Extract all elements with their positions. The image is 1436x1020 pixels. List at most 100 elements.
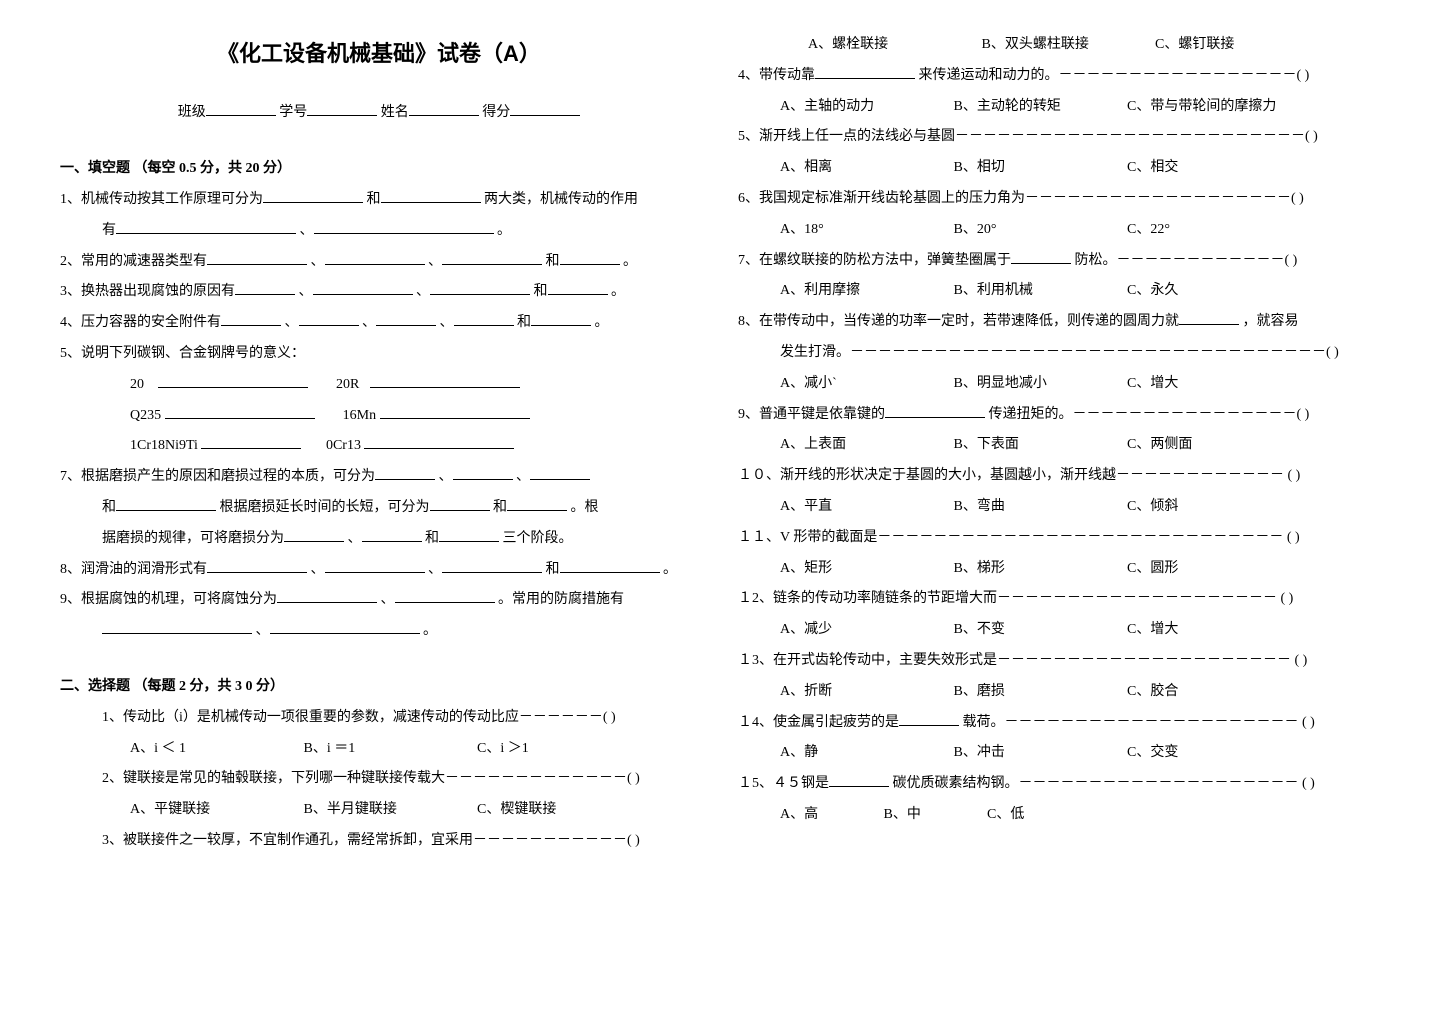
opt-b: B、磨损 bbox=[954, 677, 1124, 708]
blank bbox=[362, 528, 422, 542]
fill-q3: 3、换热器出现腐蚀的原因有 、 、 和 。 bbox=[60, 277, 698, 308]
opt-a: A、相离 bbox=[780, 153, 950, 184]
q2-end: 。 bbox=[623, 254, 637, 269]
q5-row1: 20 20R bbox=[130, 370, 698, 401]
q7-tail: 防松。－－－－－－－－－－－－( ) bbox=[1075, 253, 1298, 268]
opt-a: A、减小` bbox=[780, 369, 950, 400]
q7-h: 据磨损的规律，可将磨损分为 bbox=[102, 531, 284, 546]
steel-20r: 20R bbox=[336, 377, 359, 392]
q4-end: 。 bbox=[595, 315, 609, 330]
q2-and: 和 bbox=[546, 254, 560, 269]
opt-c: C、低 bbox=[987, 800, 1087, 831]
opt-b: B、主动轮的转矩 bbox=[954, 92, 1124, 123]
q8-stem: 8、在带传动中，当传递的功率一定时，若带速降低，则传递的圆周力就 bbox=[738, 314, 1179, 329]
opt-b: B、半月键联接 bbox=[304, 795, 474, 826]
blank bbox=[531, 312, 591, 326]
blank bbox=[235, 281, 295, 295]
blank bbox=[899, 712, 959, 726]
blank bbox=[207, 251, 307, 265]
mc-q12: １2、链条的传动功率随链条的节距增大而－－－－－－－－－－－－－－－－－－－－ … bbox=[738, 584, 1376, 615]
steel-20: 20 bbox=[130, 377, 144, 392]
steel-16mn: 16Mn bbox=[343, 408, 376, 423]
mc-q4: 4、带传动靠 来传递运动和动力的。－－－－－－－－－－－－－－－－－( ) bbox=[738, 61, 1376, 92]
mc-q6-opts: A、18° B、20° C、22° bbox=[780, 215, 1376, 246]
mc-q9-opts: A、上表面 B、下表面 C、两侧面 bbox=[780, 430, 1376, 461]
blank bbox=[1179, 311, 1239, 325]
blank bbox=[507, 497, 567, 511]
fill-q7: 7、根据磨损产生的原因和磨损过程的本质，可分为 、 、 bbox=[60, 462, 698, 493]
q1-text-a: 1、机械传动按其工作原理可分为 bbox=[60, 192, 263, 207]
opt-c: C、螺钉联接 bbox=[1155, 30, 1325, 61]
q4-and: 和 bbox=[517, 315, 531, 330]
opt-c: C、相交 bbox=[1127, 153, 1297, 184]
q9-tail: 传递扭矩的。－－－－－－－－－－－－－－－－( ) bbox=[989, 407, 1310, 422]
q2-text-a: 2、常用的减速器类型有 bbox=[60, 254, 207, 269]
q7-sep: 、 bbox=[439, 469, 453, 484]
q2-sep: 、 bbox=[428, 254, 442, 269]
q7-d: 和 bbox=[102, 500, 116, 515]
q8-a: 8、润滑油的润滑形式有 bbox=[60, 562, 207, 577]
q7-a: 7、根据磨损产生的原因和磨损过程的本质，可分为 bbox=[60, 469, 375, 484]
q9-c: 。常用的防腐措施有 bbox=[498, 592, 624, 607]
blank bbox=[102, 620, 252, 634]
q14-tail: 载荷。－－－－－－－－－－－－－－－－－－－－－ ( ) bbox=[963, 715, 1315, 730]
blank bbox=[364, 435, 514, 449]
opt-c: C、胶合 bbox=[1127, 677, 1297, 708]
opt-b: B、i ＝1 bbox=[304, 734, 474, 765]
q15-stem: １5、４５钢是 bbox=[738, 776, 829, 791]
mc-q5-opts: A、相离 B、相切 C、相交 bbox=[780, 153, 1376, 184]
id-label: 学号 bbox=[279, 105, 307, 120]
paper-title: 《化工设备机械基础》试卷（A） bbox=[60, 30, 698, 78]
blank bbox=[380, 405, 530, 419]
opt-b: B、弯曲 bbox=[954, 492, 1124, 523]
blank bbox=[116, 220, 296, 234]
name-blank bbox=[409, 100, 479, 117]
opt-a: A、静 bbox=[780, 738, 950, 769]
mc-q7: 7、在螺纹联接的防松方法中，弹簧垫圈属于 防松。－－－－－－－－－－－－( ) bbox=[738, 246, 1376, 277]
q7-sep: 、 bbox=[348, 531, 362, 546]
opt-a: A、主轴的动力 bbox=[780, 92, 950, 123]
opt-b: B、下表面 bbox=[954, 430, 1124, 461]
q3-text-a: 3、换热器出现腐蚀的原因有 bbox=[60, 284, 235, 299]
blank bbox=[165, 405, 315, 419]
q9-stem: 9、普通平键是依靠键的 bbox=[738, 407, 885, 422]
opt-b: B、双头螺柱联接 bbox=[982, 30, 1152, 61]
score-label: 得分 bbox=[482, 105, 510, 120]
opt-a: A、高 bbox=[780, 800, 880, 831]
q3-end: 。 bbox=[611, 284, 625, 299]
fill-q1-line2: 有 、 。 bbox=[102, 216, 698, 247]
mc-q8-opts: A、减小` B、明显地减小 C、增大 bbox=[780, 369, 1376, 400]
steel-0cr: 0Cr13 bbox=[326, 438, 361, 453]
mc-q13: １3、在开式齿轮传动中，主要失效形式是－－－－－－－－－－－－－－－－－－－－－… bbox=[738, 646, 1376, 677]
opt-a: A、矩形 bbox=[780, 554, 950, 585]
blank bbox=[314, 220, 494, 234]
opt-c: C、楔键联接 bbox=[477, 795, 647, 826]
blank bbox=[375, 466, 435, 480]
mc-q2-opts: A、平键联接 B、半月键联接 C、楔键联接 bbox=[130, 795, 698, 826]
opt-c: C、i ＞1 bbox=[477, 734, 647, 765]
blank bbox=[325, 251, 425, 265]
q5-row2: Q235 16Mn bbox=[130, 401, 698, 432]
blank bbox=[442, 559, 542, 573]
mc-q14: １4、使金属引起疲劳的是 载荷。－－－－－－－－－－－－－－－－－－－－－ ( … bbox=[738, 708, 1376, 739]
steel-q235: Q235 bbox=[130, 408, 161, 423]
blank bbox=[560, 251, 620, 265]
blank bbox=[430, 281, 530, 295]
mc-q1: 1、传动比（i）是机械传动一项很重要的参数，减速传动的传动比应－－－－－－( ) bbox=[102, 703, 698, 734]
blank bbox=[442, 251, 542, 265]
blank bbox=[284, 528, 344, 542]
q7-sep: 、 bbox=[516, 469, 530, 484]
opt-a: A、折断 bbox=[780, 677, 950, 708]
blank bbox=[430, 497, 490, 511]
mc-q6: 6、我国规定标准渐开线齿轮基圆上的压力角为－－－－－－－－－－－－－－－－－－－… bbox=[738, 184, 1376, 215]
blank bbox=[395, 589, 495, 603]
q1-text-b: 和 bbox=[367, 192, 381, 207]
opt-c: C、增大 bbox=[1127, 369, 1297, 400]
q2-sep: 、 bbox=[311, 254, 325, 269]
q8-tail: ，就容易 bbox=[1243, 314, 1299, 329]
fill-q5: 5、说明下列碳钢、合金钢牌号的意义： bbox=[60, 339, 698, 370]
class-blank bbox=[206, 100, 276, 117]
mc-q3: 3、被联接件之一较厚，不宜制作通孔，需经常拆卸，宜采用－－－－－－－－－－－( … bbox=[102, 826, 698, 857]
blank bbox=[370, 374, 520, 388]
mc-q4-opts: A、主轴的动力 B、主动轮的转矩 C、带与带轮间的摩擦力 bbox=[780, 92, 1376, 123]
